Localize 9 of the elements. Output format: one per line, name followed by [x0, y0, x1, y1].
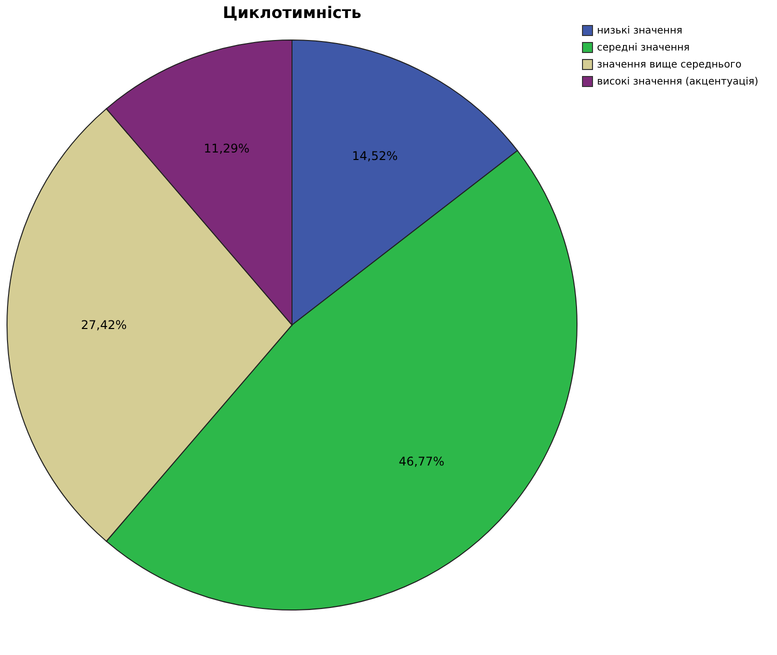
data-label: 27,42%	[81, 318, 127, 332]
legend-label: середні значення	[597, 42, 690, 54]
chart-title: Циклотимність	[222, 3, 362, 22]
legend-label: низькі значення	[597, 26, 682, 36]
data-label: 11,29%	[204, 142, 250, 156]
data-label: 14,52%	[352, 149, 398, 164]
legend-label: значення вище середнього	[597, 60, 742, 70]
data-label: 46,77%	[398, 454, 444, 468]
legend-label: високі значення (акцентуація)	[597, 76, 758, 88]
